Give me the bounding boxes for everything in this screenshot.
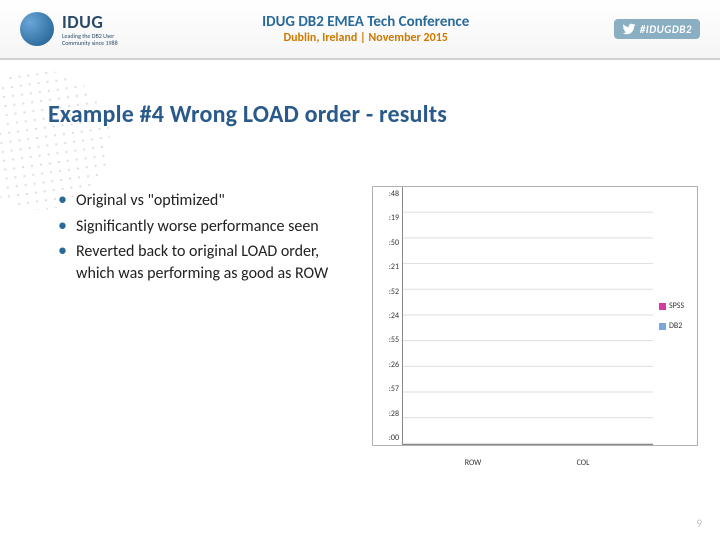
- y-tick: :21: [373, 262, 399, 272]
- slide-header: IDUG Leading the DB2 User Community sinc…: [0, 0, 720, 60]
- idug-logo: IDUG Leading the DB2 User Community sinc…: [20, 11, 118, 46]
- bullet-item: Original vs "optimized": [58, 190, 358, 212]
- logo-main: IDUG: [62, 11, 118, 33]
- twitter-bird-icon: [622, 22, 636, 36]
- page-number: 9: [696, 517, 702, 530]
- y-tick: :55: [373, 335, 399, 345]
- bullet-item: Reverted back to original LOAD order, wh…: [58, 241, 358, 284]
- bullet-item: Significantly worse performance seen: [58, 216, 358, 238]
- y-tick: :24: [373, 311, 399, 321]
- legend-swatch-icon: [659, 323, 666, 330]
- conference-subtitle: Dublin, Ireland | November 2015: [118, 31, 614, 45]
- legend-item-spss: SPSS: [659, 301, 697, 311]
- legend-item-db2: DB2: [659, 321, 697, 331]
- y-tick: :48: [373, 189, 399, 199]
- legend-swatch-icon: [659, 303, 666, 310]
- y-tick: :28: [373, 409, 399, 419]
- chart-gridlines: [403, 187, 653, 444]
- chart-legend: SPSS DB2: [653, 187, 697, 445]
- legend-label: SPSS: [669, 301, 684, 311]
- chart-y-axis: :48 :19 :50 :21 :52 :24 :55 :26 :57 :28 …: [373, 187, 403, 445]
- x-label: ROW: [465, 458, 482, 468]
- logo-sub2: Community since 1988: [62, 40, 118, 47]
- x-label: COL: [577, 458, 590, 468]
- page-title: Example #4 Wrong LOAD order - results: [48, 100, 447, 129]
- y-tick: :19: [373, 213, 399, 223]
- y-tick: :00: [373, 433, 399, 443]
- globe-icon: [20, 12, 54, 46]
- results-chart: :48 :19 :50 :21 :52 :24 :55 :26 :57 :28 …: [372, 186, 698, 446]
- y-tick: :52: [373, 287, 399, 297]
- y-tick: :26: [373, 360, 399, 370]
- hashtag-text: #IDUGDB2: [640, 23, 692, 36]
- hashtag-badge: #IDUGDB2: [614, 19, 700, 39]
- header-center: IDUG DB2 EMEA Tech Conference Dublin, Ir…: [118, 13, 614, 45]
- logo-text: IDUG Leading the DB2 User Community sinc…: [62, 11, 118, 46]
- legend-label: DB2: [669, 321, 682, 331]
- bullet-list: Original vs "optimized" Significantly wo…: [58, 190, 358, 288]
- conference-title: IDUG DB2 EMEA Tech Conference: [118, 13, 614, 31]
- chart-plot-area: ROW COL: [403, 187, 653, 445]
- y-tick: :57: [373, 384, 399, 394]
- y-tick: :50: [373, 238, 399, 248]
